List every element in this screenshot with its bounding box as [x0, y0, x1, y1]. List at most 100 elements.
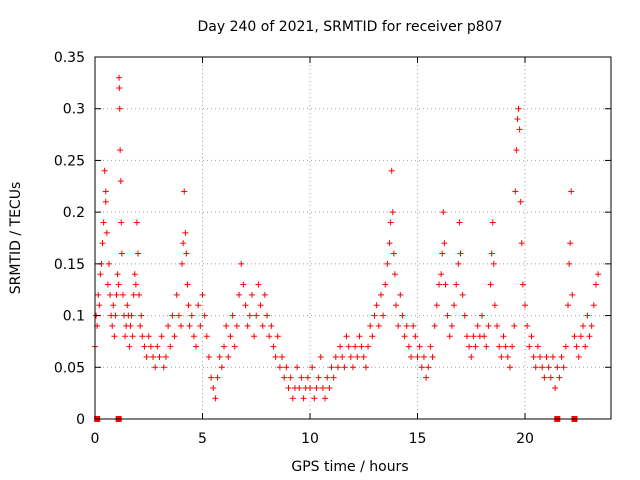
- data-point: [276, 364, 283, 371]
- data-point: [199, 291, 206, 298]
- data-point: [360, 353, 367, 360]
- data-point: [143, 353, 150, 360]
- data-point: [459, 291, 466, 298]
- data-point: [341, 364, 348, 371]
- data-point: [582, 343, 589, 350]
- data-point: [104, 281, 111, 288]
- data-point: [324, 374, 331, 381]
- data-point: [210, 384, 217, 391]
- data-point: [122, 333, 129, 340]
- data-point: [103, 229, 110, 236]
- data-point: [214, 374, 221, 381]
- data-point: [539, 364, 546, 371]
- data-point: [440, 209, 447, 216]
- data-point: [526, 343, 533, 350]
- data-point: [389, 209, 396, 216]
- data-point: [457, 250, 464, 257]
- data-point: [169, 312, 176, 319]
- data-point: [115, 281, 122, 288]
- data-point: [395, 322, 402, 329]
- data-point: [528, 333, 535, 340]
- data-point: [95, 291, 102, 298]
- data-point: [109, 322, 116, 329]
- data-point: [116, 105, 123, 112]
- data-point: [466, 343, 473, 350]
- data-point: [439, 250, 446, 257]
- x-tick-label: 10: [301, 431, 319, 447]
- data-point: [365, 343, 372, 350]
- data-point: [496, 343, 503, 350]
- data-point: [537, 353, 544, 360]
- data-point: [313, 384, 320, 391]
- data-point: [362, 364, 369, 371]
- x-tick-label: 5: [198, 431, 207, 447]
- data-point: [558, 353, 565, 360]
- data-point: [126, 343, 133, 350]
- data-point: [522, 302, 528, 309]
- data-point: [158, 333, 165, 340]
- data-point: [343, 333, 350, 340]
- data-point: [369, 333, 376, 340]
- data-point: [261, 291, 268, 298]
- data-point: [431, 322, 438, 329]
- data-point: [179, 260, 186, 267]
- data-point: [116, 74, 123, 81]
- data-point: [133, 219, 140, 226]
- data-point: [322, 395, 329, 402]
- data-point: [296, 384, 303, 391]
- data-point: [270, 343, 277, 350]
- data-point: [560, 364, 567, 371]
- data-point: [382, 281, 389, 288]
- data-point: [524, 322, 531, 329]
- data-point: [441, 240, 448, 247]
- data-point: [110, 302, 117, 309]
- data-point: [132, 281, 139, 288]
- data-point: [130, 291, 137, 298]
- data-point: [518, 240, 525, 247]
- data-point: [403, 322, 410, 329]
- data-point: [568, 188, 575, 195]
- data-point: [309, 364, 316, 371]
- data-point: [328, 364, 335, 371]
- data-point: [453, 281, 460, 288]
- data-point: [408, 353, 415, 360]
- data-point: [451, 302, 458, 309]
- data-point: [231, 343, 238, 350]
- data-point: [514, 116, 521, 123]
- data-point: [391, 271, 398, 278]
- data-point: [556, 374, 563, 381]
- data-point: [171, 333, 178, 340]
- data-point: [547, 374, 554, 381]
- data-point: [307, 384, 313, 391]
- data-point: [595, 271, 602, 278]
- data-point: [444, 312, 451, 319]
- data-point: [167, 343, 174, 350]
- data-point: [565, 302, 571, 309]
- data-point: [494, 322, 501, 329]
- data-point: [436, 281, 442, 288]
- data-point: [442, 281, 449, 288]
- data-point: [530, 353, 537, 360]
- data-point: [373, 302, 380, 309]
- data-point: [186, 322, 193, 329]
- data-point: [112, 312, 119, 319]
- data-point: [233, 322, 240, 329]
- data-point: [127, 322, 134, 329]
- data-point: [272, 353, 279, 360]
- data-point: [427, 343, 434, 350]
- data-point: [386, 240, 393, 247]
- data-point: [185, 302, 192, 309]
- data-point: [446, 333, 453, 340]
- data-point: [244, 322, 251, 329]
- data-point: [111, 333, 118, 340]
- data-point: [152, 364, 159, 371]
- data-point: [225, 353, 232, 360]
- data-point: [334, 364, 341, 371]
- data-point: [137, 322, 144, 329]
- axes: 0 0.05 0.1 0.15 0.2 0.25 0.3 0.35 0 5 10 15 20: [54, 50, 611, 447]
- data-point: [399, 312, 406, 319]
- chart-title: Day 240 of 2021, SRMTID for receiver p80…: [197, 19, 502, 35]
- data-point: [412, 333, 419, 340]
- data-point: [259, 322, 266, 329]
